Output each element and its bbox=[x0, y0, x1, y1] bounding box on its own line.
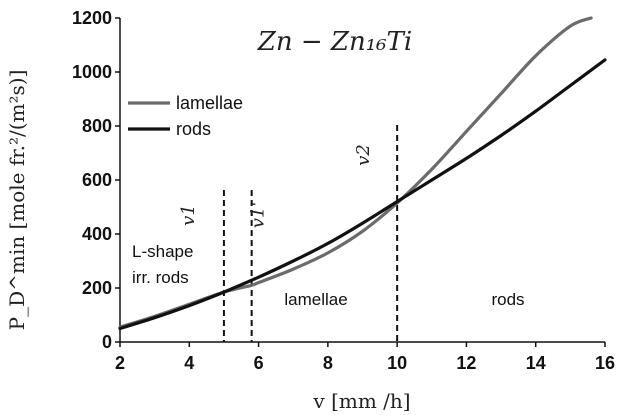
y-tick-label: 1200 bbox=[72, 8, 112, 28]
series-line-rods bbox=[118, 58, 607, 331]
chart-title: Zn − Zn₁₆Ti bbox=[257, 27, 412, 57]
x-tick-label: 16 bbox=[595, 353, 615, 373]
x-tick-label: 6 bbox=[254, 353, 264, 373]
region-label-2: irr. rods bbox=[132, 268, 189, 287]
x-tick-label: 14 bbox=[526, 353, 546, 373]
x-tick-label: 8 bbox=[323, 353, 333, 373]
y-axis-title: P_D^min [mole fr.²/(m²s)] bbox=[5, 70, 29, 331]
region-label-1: L-shape bbox=[132, 242, 193, 261]
x-tick-label: 10 bbox=[387, 353, 407, 373]
y-tick-label: 0 bbox=[102, 332, 112, 352]
region-label-3: lamellae bbox=[284, 290, 347, 309]
y-tick-label: 800 bbox=[82, 116, 112, 136]
y-tick-label: 400 bbox=[82, 224, 112, 244]
legend: lamellae rods bbox=[128, 93, 243, 139]
x-tick-label: 12 bbox=[456, 353, 476, 373]
series-lines bbox=[118, 16, 607, 331]
axes: 0 200 400 600 800 1000 1200 2 4 6 8 10 12 14 16 bbox=[72, 8, 615, 373]
x-tick-label: 2 bbox=[115, 353, 125, 373]
y-tick-label: 600 bbox=[82, 170, 112, 190]
region-label-4: rods bbox=[491, 290, 524, 309]
vertical-lines: v1 v1' v2 bbox=[178, 125, 399, 342]
legend-label-lamellae: lamellae bbox=[176, 93, 243, 113]
x-axis-title: v [mm /h] bbox=[312, 389, 410, 413]
series-line-lamellae bbox=[118, 16, 593, 329]
region-annotations: L-shape irr. rods lamellae rods bbox=[132, 242, 525, 309]
x-tick-label: 4 bbox=[184, 353, 194, 373]
y-tick-label: 1000 bbox=[72, 62, 112, 82]
vline-label-3: v2 bbox=[353, 144, 374, 166]
y-tick-label: 200 bbox=[82, 278, 112, 298]
vline-label-2: v1' bbox=[248, 202, 269, 229]
legend-label-rods: rods bbox=[176, 119, 211, 139]
vline-label-1: v1 bbox=[178, 204, 199, 226]
